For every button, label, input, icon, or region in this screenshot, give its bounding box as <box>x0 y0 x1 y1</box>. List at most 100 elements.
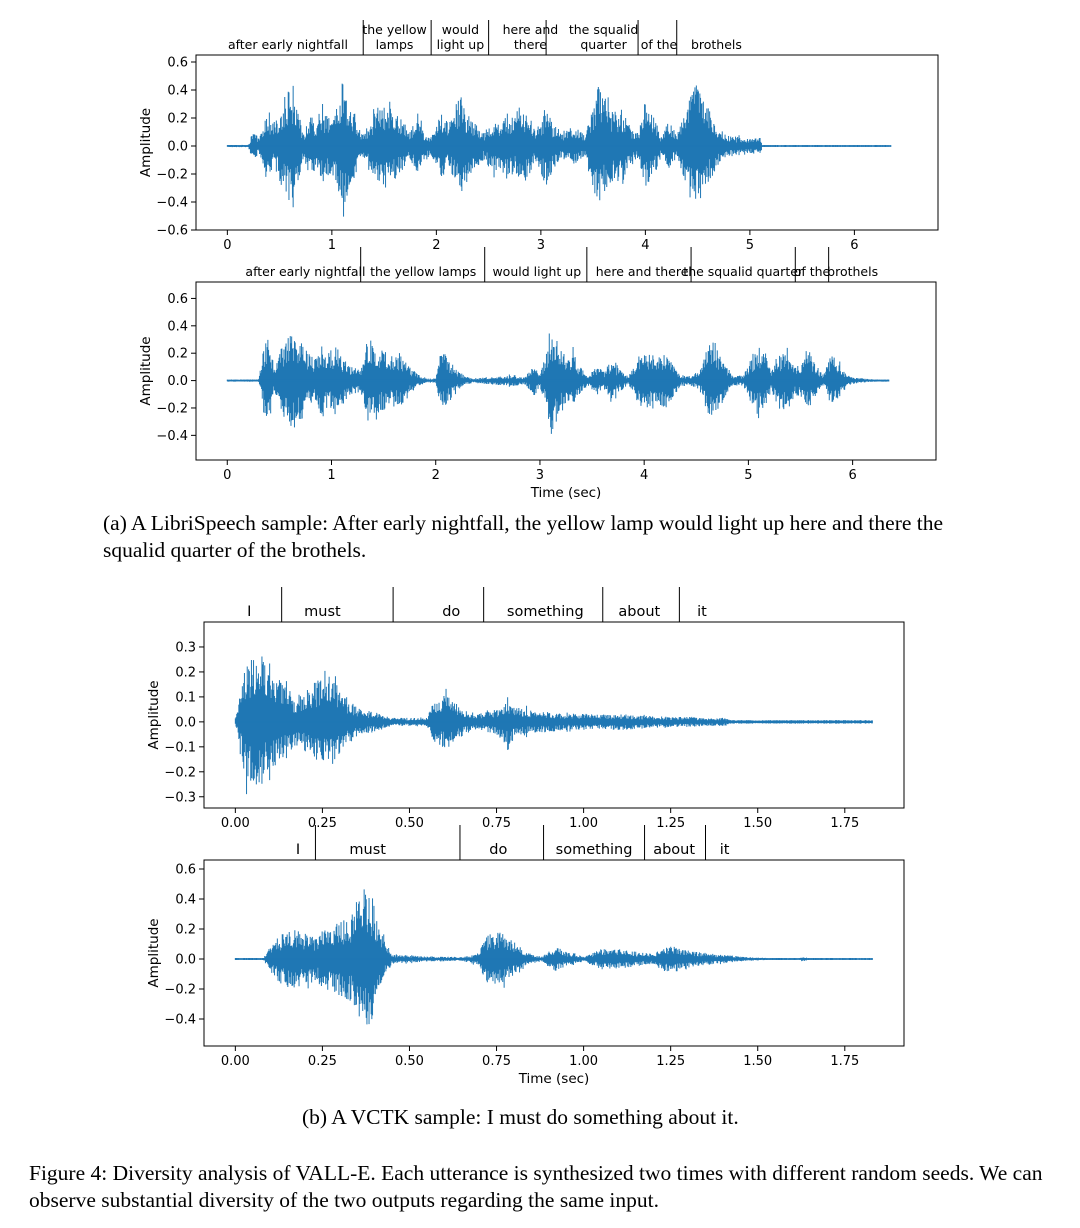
x-tick-label: 1.50 <box>743 816 772 831</box>
y-tick-label: −0.3 <box>164 790 196 805</box>
word-label-line: the yellow <box>362 22 426 37</box>
word-label: of the <box>641 37 678 52</box>
word-label: must <box>304 604 341 620</box>
caption-main: Figure 4: Diversity analysis of VALL-E. … <box>29 1161 1043 1212</box>
y-tick-label: 0.6 <box>167 292 188 307</box>
y-tick-label: −0.2 <box>164 765 196 780</box>
waveform-series-4 <box>234 889 873 1025</box>
word-label-line: after early nightfall <box>228 37 348 52</box>
word-label: brothels <box>691 37 742 52</box>
word-label-line: quarter <box>580 37 627 52</box>
word-label-line: the yellow lamps <box>370 264 476 279</box>
word-label: I <box>247 604 251 620</box>
x-tick-label: 4 <box>641 238 649 253</box>
x-tick-label: 0.25 <box>308 1054 337 1069</box>
word-label: about <box>653 842 695 858</box>
y-tick-label: 0.0 <box>175 715 196 730</box>
x-tick-label: 1.25 <box>656 1054 685 1069</box>
x-tick-label: 1.25 <box>656 816 685 831</box>
y-tick-label: 0.2 <box>167 112 188 127</box>
x-tick-label: 0.50 <box>395 816 424 831</box>
x-tick-label: 1.00 <box>569 816 598 831</box>
word-label: do <box>442 604 460 620</box>
word-label: something <box>556 842 633 858</box>
word-label-line: something <box>507 604 584 620</box>
word-label-line: the squalid <box>569 22 638 37</box>
y-axis-label: Amplitude <box>146 680 162 749</box>
y-axis-label: Amplitude <box>138 336 154 405</box>
caption-b: (b) A VCTK sample: I must do something a… <box>302 1105 739 1129</box>
word-label-line: would light up <box>492 264 581 279</box>
word-label-line: light up <box>437 37 485 52</box>
x-axis-label: Time (sec) <box>530 485 602 501</box>
word-label-line: brothels <box>691 37 742 52</box>
waveform-series-2 <box>226 333 890 434</box>
plot-frame <box>195 281 937 461</box>
x-tick-label: 5 <box>744 468 752 483</box>
x-tick-label: 1 <box>327 468 335 483</box>
y-tick-label: 0.0 <box>167 374 188 389</box>
word-label: it <box>697 604 707 620</box>
y-tick-label: 0.2 <box>175 923 196 938</box>
word-label: after early nightfall <box>228 37 348 52</box>
word-label-line: would <box>442 22 479 37</box>
y-axis-label: Amplitude <box>146 918 162 987</box>
x-tick-label: 1.00 <box>569 1054 598 1069</box>
word-label-line: here and <box>503 22 559 37</box>
x-tick-label: 1.75 <box>830 816 859 831</box>
plot-frame <box>203 621 905 809</box>
x-tick-label: 1.50 <box>743 1054 772 1069</box>
y-tick-label: 0.3 <box>175 640 196 655</box>
word-label: would light up <box>492 264 581 279</box>
word-label: after early nightfall <box>245 264 365 279</box>
word-label-line: lamps <box>376 37 414 52</box>
word-label-line: do <box>442 604 460 620</box>
x-tick-label: 0.75 <box>482 816 511 831</box>
waveform-panel-3: 0.00 0.25 0.50 0.75 1.00 1.25 1.50 1.75 −0.3 −0.2… <box>146 587 905 831</box>
y-tick-label: 0.2 <box>175 665 196 680</box>
waveform-panel-4: 0.00 0.25 0.50 0.75 1.00 1.25 1.50 1.75 −0.4 −0.2… <box>146 825 905 1087</box>
word-label: must <box>349 842 386 858</box>
x-tick-label: 0.00 <box>221 1054 250 1069</box>
x-tick-label: 0 <box>223 238 231 253</box>
y-tick-label: 0.2 <box>167 347 188 362</box>
word-label-line: brothels <box>827 264 878 279</box>
word-label-line: must <box>304 604 341 620</box>
word-label-line: here and there <box>596 264 689 279</box>
y-tick-label: −0.6 <box>156 224 188 239</box>
word-label-line: something <box>556 842 633 858</box>
waveform-series-3 <box>234 656 873 795</box>
x-tick-label: 0.75 <box>482 1054 511 1069</box>
y-tick-label: −0.2 <box>164 983 196 998</box>
word-label-line: must <box>349 842 386 858</box>
y-tick-label: 0.4 <box>167 84 188 99</box>
y-tick-label: −0.2 <box>156 168 188 183</box>
plot-frame <box>203 859 905 1047</box>
word-label-line: about <box>618 604 660 620</box>
word-label: it <box>720 842 730 858</box>
plot-frame <box>195 54 939 231</box>
y-axis-label: Amplitude <box>138 108 154 177</box>
x-tick-label: 1 <box>328 238 336 253</box>
word-label-line: do <box>489 842 507 858</box>
word-label-line: about <box>653 842 695 858</box>
y-tick-label: 0.1 <box>175 690 196 705</box>
x-tick-label: 2 <box>432 238 440 253</box>
word-label-line: the squalid quarter <box>683 264 804 279</box>
y-tick-label: 0.4 <box>167 319 188 334</box>
word-label-line: I <box>247 604 251 620</box>
word-label-line: there <box>514 37 547 52</box>
y-tick-label: 0.0 <box>175 953 196 968</box>
y-tick-label: −0.4 <box>164 1013 196 1028</box>
word-label: something <box>507 604 584 620</box>
x-tick-label: 3 <box>537 238 545 253</box>
x-tick-label: 1.75 <box>830 1054 859 1069</box>
x-tick-label: 0.00 <box>221 816 250 831</box>
x-tick-label: 0 <box>223 468 231 483</box>
waveform-series-1 <box>226 83 892 217</box>
word-label-line: I <box>296 842 300 858</box>
